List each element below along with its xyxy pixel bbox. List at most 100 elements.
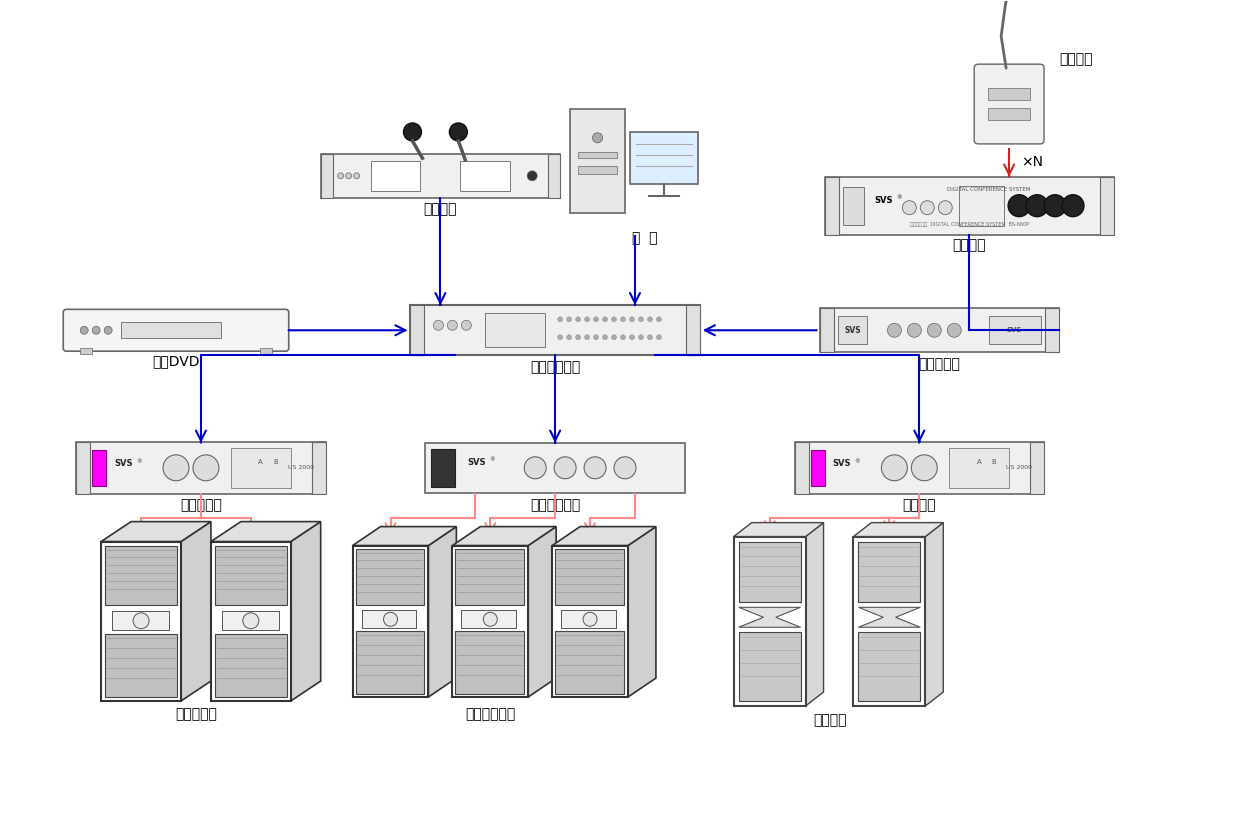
Circle shape xyxy=(243,613,258,629)
Polygon shape xyxy=(853,537,925,706)
FancyBboxPatch shape xyxy=(989,317,1041,344)
FancyBboxPatch shape xyxy=(370,161,421,191)
Polygon shape xyxy=(628,526,656,697)
Text: ®: ® xyxy=(137,459,142,464)
Text: 发言单元: 发言单元 xyxy=(1059,52,1093,66)
Circle shape xyxy=(558,317,563,322)
FancyBboxPatch shape xyxy=(76,442,325,494)
Polygon shape xyxy=(553,546,628,697)
Circle shape xyxy=(483,612,497,626)
Circle shape xyxy=(657,317,662,322)
Text: A: A xyxy=(976,459,981,465)
Text: US 2000: US 2000 xyxy=(288,465,314,470)
Text: 辅助扩声功放: 辅助扩声功放 xyxy=(530,499,580,512)
Circle shape xyxy=(433,321,443,330)
Circle shape xyxy=(638,335,643,339)
FancyBboxPatch shape xyxy=(355,632,425,694)
FancyBboxPatch shape xyxy=(561,610,616,628)
FancyBboxPatch shape xyxy=(63,309,288,351)
FancyBboxPatch shape xyxy=(106,546,178,605)
Circle shape xyxy=(657,335,662,339)
FancyBboxPatch shape xyxy=(76,442,91,494)
Circle shape xyxy=(163,455,189,481)
FancyBboxPatch shape xyxy=(686,305,699,355)
Text: B: B xyxy=(992,459,996,465)
Text: 会议主机: 会议主机 xyxy=(953,238,986,253)
FancyBboxPatch shape xyxy=(1030,442,1045,494)
Polygon shape xyxy=(452,546,528,697)
Circle shape xyxy=(602,317,607,322)
Polygon shape xyxy=(291,521,320,701)
Circle shape xyxy=(558,335,563,339)
FancyBboxPatch shape xyxy=(1100,177,1114,234)
Polygon shape xyxy=(452,526,556,546)
Circle shape xyxy=(592,133,602,143)
Circle shape xyxy=(447,321,457,330)
Circle shape xyxy=(338,173,344,179)
Text: US 2000: US 2000 xyxy=(1006,465,1032,470)
Text: 蓝光DVD: 蓝光DVD xyxy=(153,354,200,368)
Polygon shape xyxy=(806,522,823,706)
Polygon shape xyxy=(853,522,943,537)
FancyBboxPatch shape xyxy=(820,308,1059,353)
Polygon shape xyxy=(101,542,181,701)
FancyBboxPatch shape xyxy=(959,186,1004,225)
Circle shape xyxy=(527,171,538,181)
FancyBboxPatch shape xyxy=(222,611,278,630)
FancyBboxPatch shape xyxy=(858,632,920,701)
FancyBboxPatch shape xyxy=(456,548,524,605)
Circle shape xyxy=(647,335,652,339)
Circle shape xyxy=(614,457,636,479)
Polygon shape xyxy=(353,546,428,697)
Circle shape xyxy=(630,317,635,322)
Text: SVS: SVS xyxy=(832,459,851,468)
Text: ®: ® xyxy=(854,459,859,464)
Circle shape xyxy=(384,612,397,626)
FancyBboxPatch shape xyxy=(989,88,1030,100)
Circle shape xyxy=(903,201,917,215)
Circle shape xyxy=(948,323,961,337)
FancyBboxPatch shape xyxy=(355,548,425,605)
FancyBboxPatch shape xyxy=(858,542,920,602)
FancyBboxPatch shape xyxy=(949,448,1010,488)
Polygon shape xyxy=(181,521,211,701)
Polygon shape xyxy=(353,526,456,546)
Circle shape xyxy=(584,457,606,479)
FancyBboxPatch shape xyxy=(653,451,671,460)
Text: 数字媒体矩阵: 数字媒体矩阵 xyxy=(530,360,580,375)
Text: 反馈抑制器: 反馈抑制器 xyxy=(918,357,960,371)
FancyBboxPatch shape xyxy=(426,443,684,493)
FancyBboxPatch shape xyxy=(260,348,272,354)
Text: 主扩声音筱: 主扩声音筱 xyxy=(175,707,217,721)
Circle shape xyxy=(611,317,616,322)
FancyBboxPatch shape xyxy=(795,442,809,494)
Circle shape xyxy=(404,123,421,141)
FancyBboxPatch shape xyxy=(578,153,617,158)
Circle shape xyxy=(345,173,351,179)
FancyBboxPatch shape xyxy=(578,166,617,174)
Polygon shape xyxy=(553,526,656,546)
Circle shape xyxy=(1026,195,1048,217)
Text: 主扩声功放: 主扩声功放 xyxy=(180,499,222,512)
Text: 返听功放: 返听功放 xyxy=(903,499,936,512)
Circle shape xyxy=(585,317,590,322)
Circle shape xyxy=(193,455,219,481)
FancyBboxPatch shape xyxy=(570,109,625,213)
Polygon shape xyxy=(858,607,920,628)
Circle shape xyxy=(912,455,938,481)
Polygon shape xyxy=(734,537,806,706)
Text: ×N: ×N xyxy=(1021,155,1043,169)
Circle shape xyxy=(450,123,467,141)
Text: SVS: SVS xyxy=(467,459,486,468)
Text: DIGITAL CONFERENCE SYSTEM: DIGITAL CONFERENCE SYSTEM xyxy=(948,187,1031,192)
FancyBboxPatch shape xyxy=(215,546,287,605)
FancyBboxPatch shape xyxy=(555,548,623,605)
Polygon shape xyxy=(734,522,823,537)
Circle shape xyxy=(647,317,652,322)
Polygon shape xyxy=(528,526,556,697)
Circle shape xyxy=(882,455,908,481)
Circle shape xyxy=(920,201,934,215)
FancyBboxPatch shape xyxy=(431,449,456,486)
Circle shape xyxy=(575,335,580,339)
Circle shape xyxy=(133,613,149,629)
